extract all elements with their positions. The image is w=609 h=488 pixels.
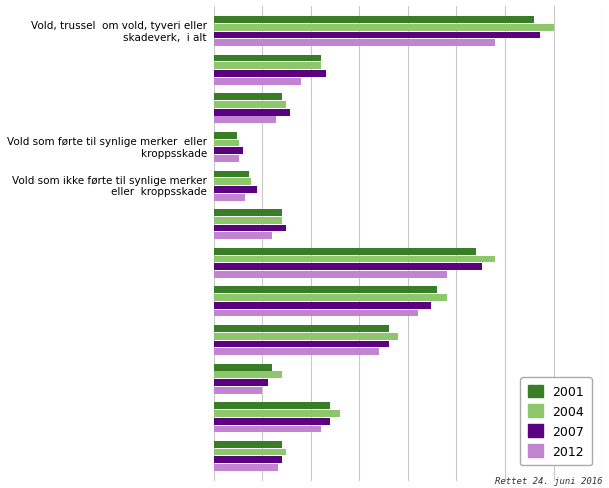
- Bar: [214, 364, 272, 371]
- Bar: [214, 333, 398, 340]
- Bar: [214, 410, 340, 417]
- Text: Rettet 24. juni 2016: Rettet 24. juni 2016: [495, 476, 603, 485]
- Bar: [214, 387, 262, 394]
- Bar: [214, 186, 256, 193]
- Bar: [214, 102, 286, 109]
- Bar: [214, 449, 286, 456]
- Bar: [214, 56, 320, 62]
- Bar: [214, 264, 482, 270]
- Bar: [214, 171, 249, 178]
- Bar: [214, 341, 389, 347]
- Bar: [214, 71, 326, 78]
- Bar: [214, 325, 389, 332]
- Bar: [214, 456, 282, 463]
- Bar: [214, 379, 268, 386]
- Bar: [214, 233, 272, 240]
- Bar: [214, 271, 447, 278]
- Bar: [214, 426, 320, 432]
- Bar: [214, 148, 243, 155]
- Bar: [214, 32, 540, 39]
- Bar: [214, 302, 431, 309]
- Bar: [214, 372, 282, 379]
- Bar: [214, 403, 330, 409]
- Bar: [214, 256, 495, 263]
- Bar: [214, 94, 282, 101]
- Bar: [214, 295, 447, 302]
- Legend: 2001, 2004, 2007, 2012: 2001, 2004, 2007, 2012: [520, 377, 592, 466]
- Bar: [214, 287, 437, 294]
- Bar: [214, 179, 251, 186]
- Bar: [214, 210, 282, 217]
- Bar: [214, 418, 330, 425]
- Bar: [214, 79, 301, 85]
- Bar: [214, 156, 239, 163]
- Bar: [214, 194, 245, 201]
- Bar: [214, 310, 418, 317]
- Bar: [214, 63, 320, 70]
- Bar: [214, 40, 495, 47]
- Bar: [214, 109, 290, 116]
- Bar: [214, 464, 278, 471]
- Bar: [214, 225, 286, 232]
- Bar: [214, 133, 237, 140]
- Bar: [214, 348, 379, 355]
- Bar: [214, 218, 282, 224]
- Bar: [214, 17, 534, 24]
- Bar: [214, 117, 276, 124]
- Bar: [214, 25, 554, 32]
- Bar: [214, 141, 239, 147]
- Bar: [214, 248, 476, 255]
- Bar: [214, 441, 282, 448]
